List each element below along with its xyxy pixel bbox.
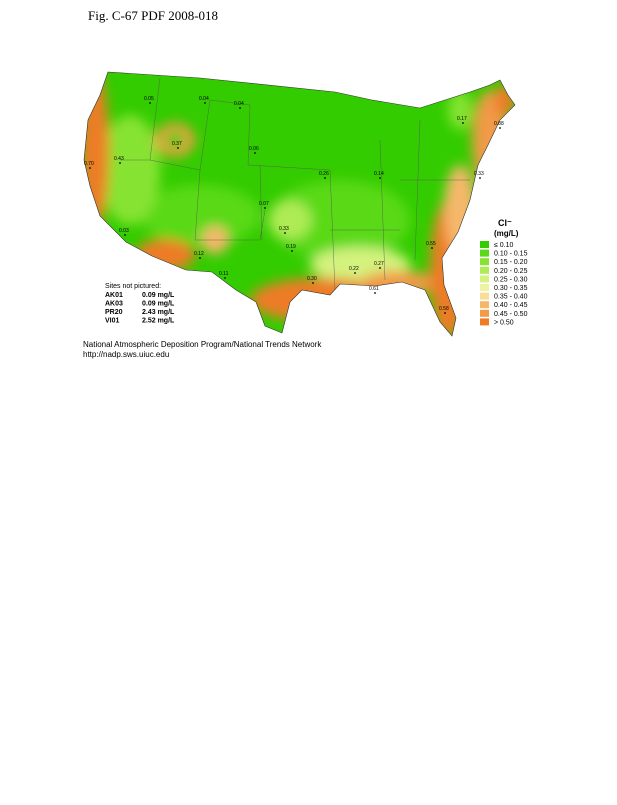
legend-swatch (480, 266, 489, 274)
site-value: 0.04 (234, 101, 244, 107)
site-dot (89, 167, 91, 169)
site-dot (312, 282, 314, 284)
site-value: 0.37 (172, 141, 182, 147)
legend-swatch (480, 292, 489, 300)
site-labels: 0.04 0.05 0.04 0.37 0.06 0.26 0.14 0.07 0.33 0.12… (84, 96, 504, 314)
header-title: Fig. C-67 PDF 2008-018 (88, 8, 218, 23)
site-value: 0.05 (144, 96, 154, 102)
legend-label: 0.15 - 0.20 (494, 259, 528, 266)
footer-line2: http://nadp.sws.uiuc.edu (83, 350, 169, 359)
legend-swatch (480, 241, 489, 248)
site-value: 0.09 mg/L (142, 301, 175, 308)
site-value: 0.55 (426, 241, 436, 247)
legend-label: > 0.50 (494, 319, 514, 326)
legend-label: 0.30 - 0.35 (494, 285, 528, 292)
legend-label: ≤ 0.10 (494, 242, 514, 249)
site-dot (149, 102, 151, 104)
site-dot (324, 177, 326, 179)
legend-swatch (480, 249, 489, 257)
site-value: 0.03 (119, 228, 129, 234)
site-value: 0.22 (349, 266, 359, 272)
site-dot (379, 177, 381, 179)
legend-swatch (480, 318, 489, 326)
site-dot (499, 127, 501, 129)
site-value: 0.26 (319, 171, 329, 177)
not-pictured: Sites not pictured: AK01 0.09 mg/L AK03 0.0… (105, 283, 175, 325)
site-value: 0.33 (474, 171, 484, 177)
site-dot (224, 277, 226, 279)
site-dot (199, 257, 201, 259)
site-value: 2.52 mg/L (142, 318, 175, 325)
site-dot (479, 177, 481, 179)
legend-label: 0.45 - 0.50 (494, 311, 528, 318)
legend-swatch (480, 309, 489, 317)
site-dot (431, 247, 433, 249)
site-dot (291, 250, 293, 252)
legend-swatch (480, 275, 489, 283)
site-value: 0.43 (114, 156, 124, 162)
site-dot (374, 292, 376, 294)
site-value: 0.12 (194, 251, 204, 257)
legend-swatch (480, 301, 489, 309)
legend-label: 0.10 - 0.15 (494, 251, 528, 258)
site-value: 0.04 (199, 96, 209, 102)
legend-unit: (mg/L) (494, 229, 519, 238)
site-id: PR20 (105, 309, 123, 316)
site-dot (177, 147, 179, 149)
site-value: 0.61 (369, 286, 379, 292)
site-value: 0.58 (439, 306, 449, 312)
legend-title: Cl⁻ (498, 218, 512, 228)
site-value: 0.14 (374, 171, 384, 177)
site-dot (444, 312, 446, 314)
not-pictured-title: Sites not pictured: (105, 283, 161, 290)
site-id: AK01 (105, 292, 123, 299)
site-value: 0.17 (457, 116, 467, 122)
site-dot (354, 272, 356, 274)
site-value: 0.27 (374, 261, 384, 267)
site-value: 0.70 (84, 161, 94, 167)
site-value: 0.19 (286, 244, 296, 250)
legend-label: 0.40 - 0.45 (494, 302, 528, 309)
site-id: AK03 (105, 301, 123, 308)
site-value: 0.33 (279, 226, 289, 232)
site-dot (204, 102, 206, 104)
site-value: 0.07 (259, 201, 269, 207)
site-value: 0.88 (494, 121, 504, 127)
legend-label: 0.25 - 0.30 (494, 276, 528, 283)
legend-swatch (480, 284, 489, 291)
site-value: 0.11 (219, 271, 229, 277)
legend: Cl⁻ (mg/L) ≤ 0.10 0.10 - 0.150.15 - 0.20 0… (480, 218, 528, 326)
site-dot (239, 107, 241, 109)
site-dot (124, 234, 126, 236)
site-value: 0.09 mg/L (142, 292, 175, 299)
site-dot (254, 152, 256, 154)
site-value: 2.43 mg/L (142, 309, 175, 316)
site-dot (264, 207, 266, 209)
site-dot (379, 267, 381, 269)
footer-line1: National Atmospheric Deposition Program/… (83, 340, 322, 349)
site-dot (462, 122, 464, 124)
site-value: 0.06 (249, 146, 259, 152)
legend-swatch (480, 258, 489, 266)
legend-label: 0.20 - 0.25 (494, 268, 528, 275)
state-borders (120, 77, 470, 291)
site-dot (284, 232, 286, 234)
site-value: 0.30 (307, 276, 317, 282)
legend-label: 0.35 - 0.40 (494, 294, 528, 301)
site-dot (119, 162, 121, 164)
site-id: VI01 (105, 318, 120, 325)
